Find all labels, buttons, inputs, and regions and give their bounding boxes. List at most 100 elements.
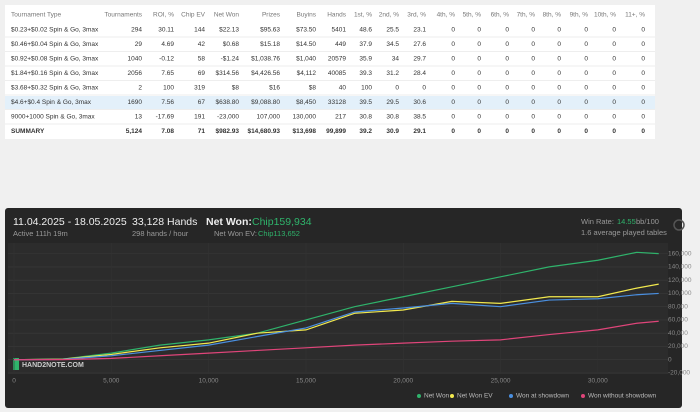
active-time: Active 111h 19m	[13, 229, 68, 238]
cell: 40085	[328, 70, 346, 77]
cell: 7.65	[161, 70, 174, 77]
cell: 20579	[328, 56, 346, 63]
table: Tournament Type Tournaments ROI, % Chip EV N…	[5, 12, 655, 135]
column-header: 5th, %	[463, 12, 482, 19]
cell: 0	[641, 27, 645, 34]
cell: 0	[557, 27, 561, 34]
cell: 0	[505, 128, 509, 135]
cell: 0	[641, 114, 645, 121]
hands: 33,128 Hands	[132, 216, 197, 228]
cell: $14,680.93	[247, 128, 280, 135]
y-tick-label: 0	[668, 356, 672, 363]
cell: $13,698	[293, 128, 317, 135]
y-tick-label: 140,000	[668, 264, 692, 271]
cell: 30.9	[386, 128, 399, 135]
column-header: 1st, %	[354, 12, 372, 19]
y-tick-label: 120,000	[668, 277, 692, 284]
table-panel	[5, 5, 655, 139]
series-line	[13, 320, 659, 361]
cell: 0	[451, 56, 455, 63]
cell: 30.8	[386, 114, 399, 121]
series-line	[13, 283, 659, 361]
series-line	[13, 251, 659, 361]
cell: 0	[531, 99, 535, 106]
cell: 0	[612, 70, 616, 77]
series-line	[13, 292, 659, 361]
tables: 1.6 average played tables	[581, 228, 667, 237]
cell: 9000+1000 Spin & Go, 3max	[11, 114, 95, 121]
cell: 0	[505, 70, 509, 77]
cell: 0	[451, 99, 455, 106]
cell: $8	[309, 85, 317, 92]
cell: -23,000	[217, 114, 239, 121]
cell: 0	[557, 56, 561, 63]
cell: 28.4	[413, 70, 426, 77]
cell: 0	[612, 99, 616, 106]
cell: 144	[194, 27, 205, 34]
x-tick-label: 25,000	[491, 378, 511, 385]
cell: 31.2	[386, 70, 399, 77]
column-header: Buyins	[296, 12, 316, 19]
date-range: 11.04.2025 - 18.05.2025	[13, 216, 127, 228]
cell: 0	[641, 70, 645, 77]
cell: 0	[584, 70, 588, 77]
legend-label: Won without showdown	[588, 393, 657, 400]
cell: 23.1	[413, 27, 426, 34]
cell: -$1.24	[221, 56, 240, 63]
cell: 0	[584, 85, 588, 92]
cell: 0	[422, 85, 426, 92]
cell: 107,000	[257, 114, 281, 121]
legend-marker	[509, 394, 513, 398]
x-tick-label: 20,000	[393, 378, 413, 385]
cell: $982.93	[216, 128, 240, 135]
cell: 42	[198, 41, 206, 48]
cell: 0	[641, 99, 645, 106]
cell: $22.13	[219, 27, 239, 34]
x-tick-label: 10,000	[199, 378, 219, 385]
cell: 29.5	[386, 99, 399, 106]
y-tick-label: 40,000	[668, 330, 688, 337]
cell: $314.56	[216, 70, 240, 77]
settings-icon[interactable]	[673, 219, 685, 231]
column-header: 10th, %	[594, 12, 616, 19]
cell: 0	[584, 56, 588, 63]
cell: 25.5	[386, 27, 399, 34]
cell: 0	[477, 70, 481, 77]
cell: 0	[612, 27, 616, 34]
column-header: 11+, %	[625, 12, 645, 19]
cell: 0	[477, 99, 481, 106]
cell: 0	[451, 85, 455, 92]
cell: 35.9	[359, 56, 372, 63]
cell: 0	[531, 114, 535, 121]
legend-marker	[417, 394, 421, 398]
cell: 0	[477, 56, 481, 63]
cell: 13	[135, 114, 143, 121]
cell: $0.68	[223, 41, 240, 48]
cell: 0	[531, 70, 535, 77]
cell: 7.56	[161, 99, 174, 106]
cell: 0	[451, 41, 455, 48]
cell: $73.50	[296, 27, 316, 34]
cell: $0.46+$0.04 Spin & Go, 3max	[11, 41, 99, 48]
column-header: 8th, %	[543, 12, 562, 19]
cell: 0	[641, 128, 645, 135]
x-tick-label: 30,000	[588, 378, 608, 385]
cell: 48.6	[359, 27, 372, 34]
cell: 0	[584, 99, 588, 106]
cell: 0	[584, 41, 588, 48]
cell: $14.50	[296, 41, 316, 48]
cell: 0	[612, 56, 616, 63]
cell: 0	[612, 128, 616, 135]
cell: 0	[531, 41, 535, 48]
cell: $3.68+$0.32 Spin & Go, 3max	[11, 85, 99, 92]
y-tick-label: -20,000	[668, 370, 690, 377]
cell: 0	[584, 114, 588, 121]
cell: $95.63	[260, 27, 280, 34]
cell: 1040	[128, 56, 143, 63]
x-tick-label: 0	[12, 378, 16, 385]
cell: 34.5	[386, 41, 399, 48]
logo-mark	[13, 358, 19, 370]
cell: 0	[612, 41, 616, 48]
cell: 29	[135, 41, 143, 48]
cell: $4,112	[297, 70, 317, 77]
